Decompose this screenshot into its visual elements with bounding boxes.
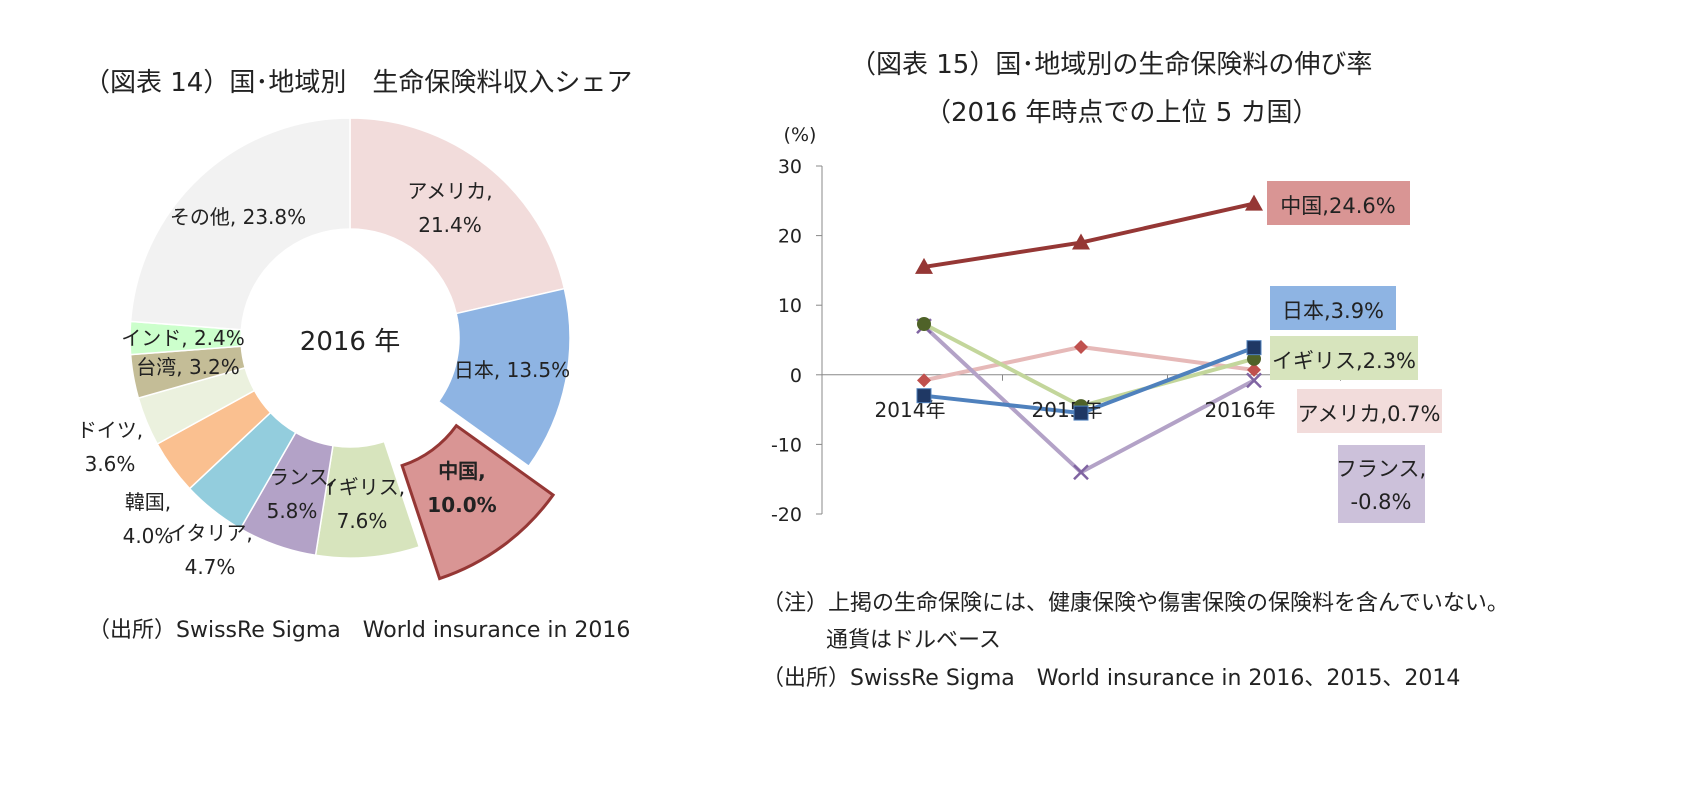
y-tick-label: 10 xyxy=(778,295,802,317)
series-label-box-uk xyxy=(1270,336,1418,380)
x-tick-label: 2015年 xyxy=(1032,398,1103,422)
y-tick-label: 0 xyxy=(790,365,802,387)
series-label-box-japan xyxy=(1270,286,1396,330)
donut-label-korea: 韓国, 4.0% xyxy=(123,490,174,548)
right-chart-title-line2: （2016 年時点での上位 5 カ国） xyxy=(925,98,1319,128)
donut-label-america: アメリカ, 21.4% xyxy=(407,179,492,237)
marker-china xyxy=(1072,233,1090,250)
marker-america xyxy=(1247,362,1261,377)
donut-label-other: その他, 23.8% xyxy=(170,205,306,229)
donut-label-italy: イタリア, 4.7% xyxy=(167,521,253,579)
donut-slice-china xyxy=(400,423,556,581)
marker-china xyxy=(915,257,933,274)
series-label-china: 中国,24.6% xyxy=(1280,194,1395,218)
left-source: （出所）SwissRe Sigma World insurance in 201… xyxy=(88,618,631,643)
marker-france xyxy=(1246,372,1262,389)
marker-uk xyxy=(917,316,931,331)
left-chart-title: （図表 14）国･地域別 生命保険料収入シェア xyxy=(84,68,633,98)
donut-slice-japan xyxy=(437,287,571,468)
donut-label-japan: 日本, 13.5% xyxy=(454,358,570,382)
donut-label-china: 中国, 10.0% xyxy=(427,459,496,517)
note-line2: 通貨はドルベース xyxy=(826,628,1001,653)
right-chart-title-line1: （図表 15）国･地域別の生命保険料の伸び率 xyxy=(850,50,1373,80)
y-axis-label: (%) xyxy=(784,124,817,146)
series-label-box-france xyxy=(1338,445,1425,523)
marker-china xyxy=(1245,194,1263,211)
y-tick-label: 20 xyxy=(778,226,802,248)
donut-label-germany: ドイツ, 3.6% xyxy=(77,418,143,476)
series-label-box-america xyxy=(1297,389,1442,433)
donut-slice-other xyxy=(129,117,351,331)
marker-japan xyxy=(1246,340,1262,356)
series-label-america: アメリカ,0.7% xyxy=(1298,402,1441,426)
marker-uk xyxy=(1247,351,1261,366)
donut-label-taiwan: 台湾, 3.2% xyxy=(136,355,240,379)
y-tick-label: 30 xyxy=(778,156,802,178)
donut-label-india: インド, 2.4% xyxy=(121,326,245,350)
marker-japan xyxy=(916,388,932,404)
note-line1: （注）上掲の生命保険には、健康保険や傷害保険の保険料を含んでいない。 xyxy=(762,591,1509,616)
donut-label-uk: イギリス, 7.6% xyxy=(319,475,405,533)
y-tick-label: -20 xyxy=(771,504,802,526)
right-source: （出所）SwissRe Sigma World insurance in 201… xyxy=(762,666,1461,691)
series-line-china xyxy=(923,201,1255,269)
y-tick-label: -10 xyxy=(771,434,802,456)
marker-france xyxy=(1073,464,1089,481)
series-label-uk: イギリス,2.3% xyxy=(1272,349,1416,373)
series-label-france: フランス, -0.8% xyxy=(1336,457,1426,514)
donut-slice-america xyxy=(349,117,566,315)
donut-center-label: 2016 年 xyxy=(300,327,400,357)
series-label-box-china xyxy=(1267,181,1410,225)
series-label-japan: 日本,3.9% xyxy=(1282,299,1384,323)
marker-america xyxy=(1074,339,1088,354)
marker-america xyxy=(917,373,931,388)
marker-japan xyxy=(1073,405,1089,421)
x-tick-label: 2014年 xyxy=(875,398,946,422)
x-tick-label: 2016年 xyxy=(1205,398,1276,422)
